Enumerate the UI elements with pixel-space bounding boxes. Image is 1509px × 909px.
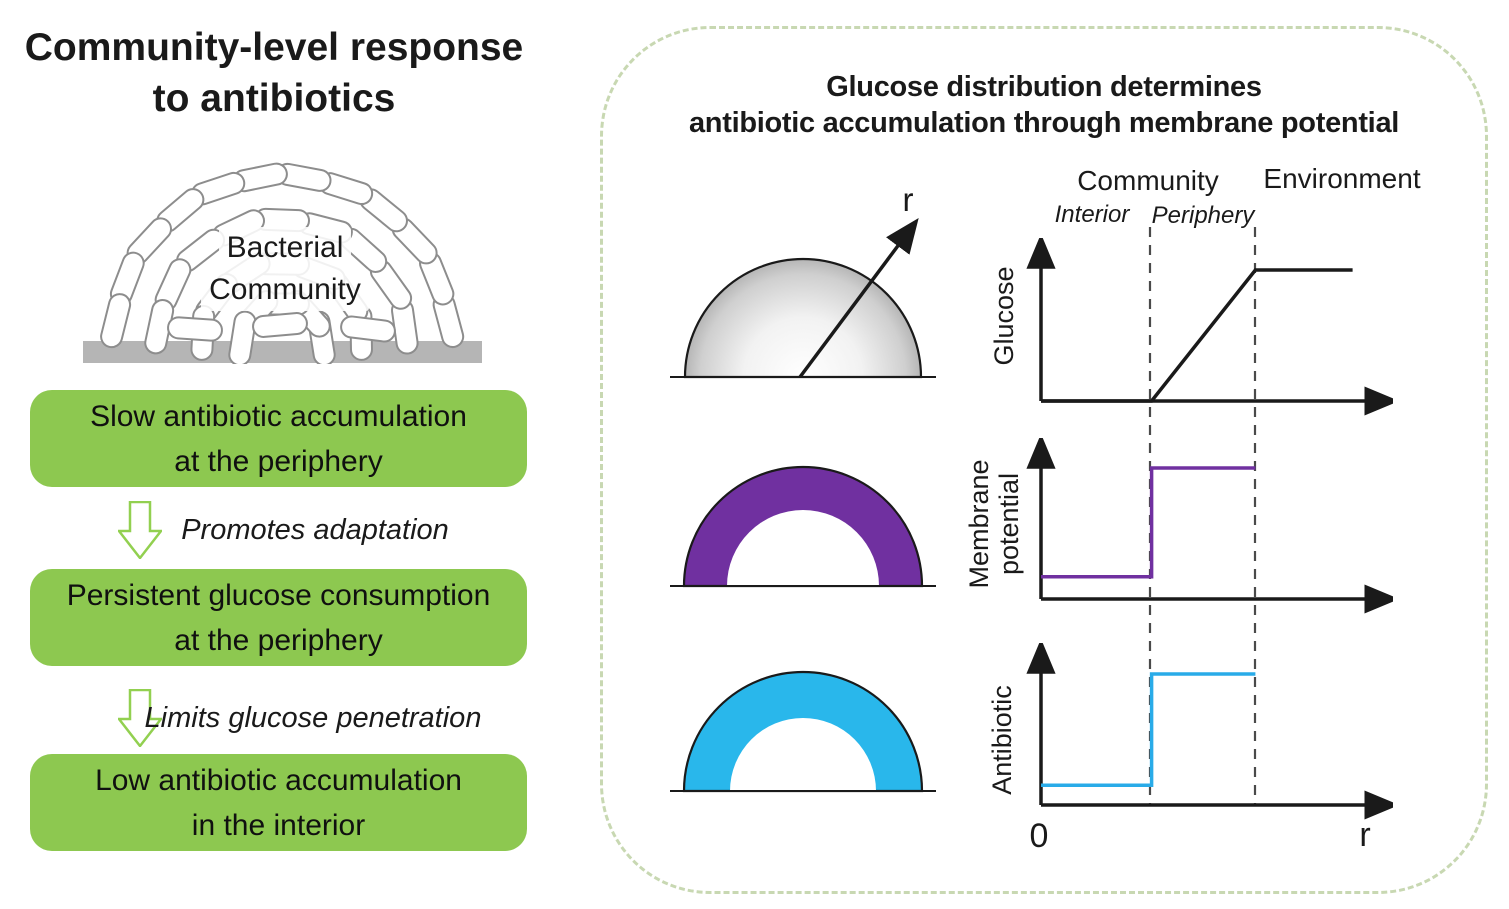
glucose-chart	[1026, 238, 1393, 416]
antibiotic-chart	[1026, 643, 1393, 820]
community-dome-gray	[670, 217, 936, 379]
y-axis-label-glucose: Glucose	[988, 266, 1019, 366]
bacterium-capsule	[340, 315, 396, 343]
flow-box-text: Persistent glucose consumption	[66, 578, 491, 612]
flow-arrow-label-promotes-adaptation: Promotes adaptation	[181, 514, 449, 546]
flow-box-text: at the periphery	[174, 623, 383, 657]
flow-box-text: in the interior	[191, 808, 366, 842]
region-label-periphery: Periphery	[1151, 202, 1255, 229]
flow-box-text: Low antibiotic accumulation	[95, 763, 462, 797]
series-line-glucose	[1041, 268, 1353, 403]
bacterial-community-label: Bacterial Community	[150, 227, 420, 311]
flow-box-text: Slow antibiotic accumulation	[90, 399, 467, 433]
series-line-antibiotic	[1041, 672, 1256, 788]
flow-box-text: at the periphery	[174, 444, 383, 478]
down-arrow-icon	[118, 689, 162, 747]
bacterium-capsule	[228, 310, 257, 364]
bacterium-capsule	[167, 316, 223, 342]
page-title: Community-level response to antibiotics	[14, 22, 534, 125]
flow-box-glucose-consumption: Persistent glucose consumption at the pe…	[30, 569, 527, 666]
antibiotic-dome-cyan	[670, 670, 936, 793]
flow-arrow-label-limits-glucose: Limits glucose penetration	[144, 702, 482, 734]
substrate-bar	[83, 341, 482, 363]
panel-title-line1: Glucose distribution determines	[826, 71, 1262, 103]
down-arrow-icon	[118, 501, 162, 559]
mechanism-panel: Glucose distribution determines antibiot…	[600, 26, 1488, 894]
membrane-potential-chart	[1026, 438, 1393, 614]
page-title-line2: to antibiotics	[152, 77, 396, 121]
bacterial-community-label-line2: Community	[201, 269, 369, 311]
radius-arrow	[798, 217, 919, 379]
series-line-membrane-potential	[1041, 466, 1256, 579]
y-axis-label-antibiotic: Antibiotic	[986, 685, 1017, 795]
bacterial-community-label-line1: Bacterial	[218, 227, 352, 269]
flow-box-low-accumulation: Low antibiotic accumulation in the inter…	[30, 754, 527, 851]
dome-interior-white	[727, 510, 879, 586]
bacterium-capsule	[252, 312, 308, 338]
bacterial-community-illustration	[83, 162, 482, 364]
y-axis-label-membrane-potential: Membrane potential	[963, 459, 1024, 589]
flow-box-slow-accumulation: Slow antibiotic accumulation at the peri…	[30, 390, 527, 487]
dome-interior-white	[730, 718, 876, 791]
region-label-environment: Environment	[1263, 163, 1421, 194]
region-label-community: Community	[1077, 165, 1219, 196]
gray-dome-shape	[683, 257, 923, 379]
panel-title: Glucose distribution determines antibiot…	[611, 69, 1477, 142]
membrane-potential-dome-purple	[670, 465, 936, 588]
bacterium-capsule	[100, 293, 132, 349]
x-axis-end-label: r	[1359, 816, 1371, 854]
page-title-line1: Community-level response	[24, 26, 524, 69]
region-label-interior: Interior	[1054, 201, 1130, 228]
radius-arrow-label: r	[902, 181, 914, 218]
x-axis-origin-label: 0	[1029, 817, 1049, 855]
panel-title-line2: antibiotic accumulation through membrane…	[688, 107, 1400, 140]
